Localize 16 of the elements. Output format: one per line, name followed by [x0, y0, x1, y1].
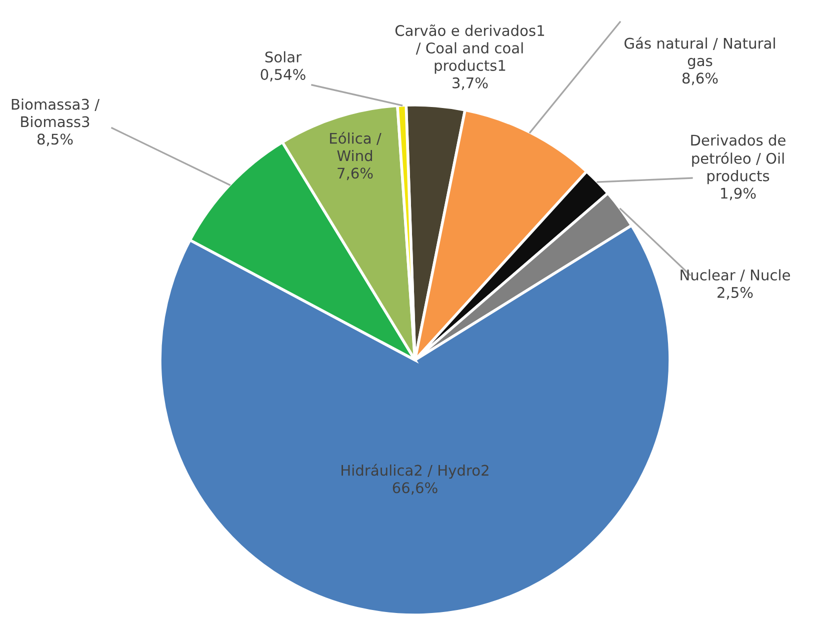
data-label: 8,6% [682, 72, 718, 86]
slice-label: Carvão e derivados1 / Coal and coal products1 [395, 24, 544, 74]
data-label: 3,7% [452, 77, 488, 90]
slice-label: Biomassa3 / Biomass3 [12, 98, 100, 128]
slice-label: Eólica / Wind [330, 132, 382, 162]
data-label: 8,5% [37, 134, 73, 146]
slice-label: Derivados de petróleo / Oil products [691, 134, 786, 184]
data-label: 1,9% [721, 188, 756, 200]
data-label: 66,6% [392, 482, 438, 495]
slice-label: Solar [265, 51, 302, 63]
data-label: 0,54% [260, 68, 306, 82]
slice-label: Gás natural / Natural gas [624, 36, 775, 70]
slice-label: Nuclear / Nucle [680, 269, 790, 282]
data-label: 2,5% [718, 286, 753, 300]
data-label: 7,6% [338, 168, 373, 180]
slice-label: Hidráulica2 / Hydro2 [342, 464, 488, 479]
